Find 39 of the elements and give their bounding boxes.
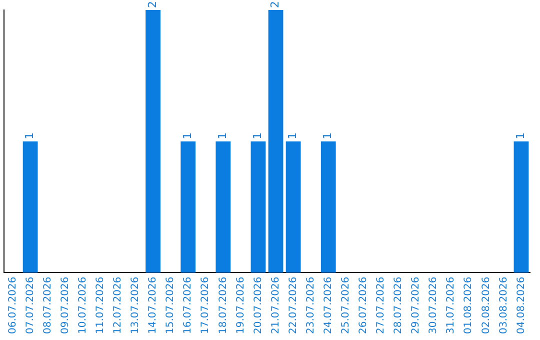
x-tick-label: 12.07.2026	[112, 276, 124, 334]
x-tick-label: 31.07.2026	[446, 276, 457, 334]
x-tick-label: 08.07.2026	[42, 276, 54, 334]
x-tick-label: 29.07.2026	[410, 276, 422, 334]
data-label: 2	[268, 1, 282, 8]
x-tick-label: 03.08.2026	[498, 276, 510, 334]
data-label: 1	[514, 132, 528, 140]
x-tick-label: 01.08.2026	[463, 276, 474, 334]
x-tick-label: 14.07.2026	[148, 276, 159, 334]
data-label: 1	[23, 132, 36, 140]
data-label: 2	[146, 1, 159, 8]
x-tick-label: 13.07.2026	[130, 276, 142, 334]
x-tick-label: 04.08.2026	[516, 276, 527, 334]
x-tick-label: 18.07.2026	[218, 276, 229, 334]
x-tick-label: 10.07.2026	[77, 276, 88, 334]
x-tick-label: 17.07.2026	[200, 276, 212, 334]
x-tick-label: 02.08.2026	[480, 276, 492, 334]
x-tick-label: 25.07.2026	[340, 276, 352, 334]
x-tick-label: 06.07.2026	[7, 276, 18, 334]
data-label: 1	[180, 132, 194, 140]
x-tick-label: 27.07.2026	[376, 276, 387, 334]
x-tick-label: 24.07.2026	[322, 276, 334, 334]
x-tick-label: 28.07.2026	[393, 276, 404, 334]
data-label: 1	[286, 132, 300, 140]
x-tick-label: 16.07.2026	[182, 276, 194, 334]
x-tick-label: 11.07.2026	[95, 276, 106, 334]
data-label: 1	[216, 132, 230, 140]
x-tick-label: 30.07.2026	[428, 276, 440, 334]
x-tick-label: 15.07.2026	[165, 276, 176, 334]
x-tick-label: 23.07.2026	[305, 276, 316, 334]
x-tick-label: 22.07.2026	[288, 276, 299, 334]
x-tick-label: 19.07.2026	[235, 276, 246, 334]
data-label: 1	[251, 132, 264, 140]
x-tick-label: 26.07.2026	[358, 276, 370, 334]
data-label: 1	[321, 132, 334, 140]
x-tick-label: 07.07.2026	[24, 276, 36, 334]
x-tick-label: 20.07.2026	[252, 276, 264, 334]
x-tick-label: 09.07.2026	[60, 276, 71, 334]
x-tick-label: 21.07.2026	[270, 276, 282, 334]
